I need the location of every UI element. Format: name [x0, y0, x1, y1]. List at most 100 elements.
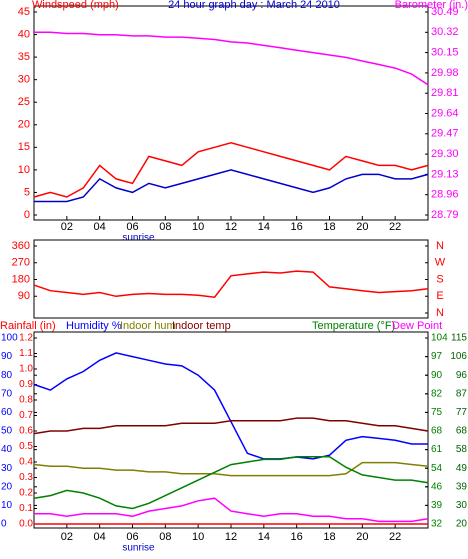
y-tick-label: 97: [431, 351, 443, 362]
y-tick-label: 0: [1, 519, 7, 530]
y-tick-label: 90: [18, 290, 30, 302]
y-tick-label: 20: [456, 519, 468, 530]
y-tick-label: 0: [24, 209, 30, 221]
y-tick-label: 70: [1, 388, 13, 399]
series-line: [34, 31, 429, 86]
y-tick-label: N: [436, 307, 444, 319]
y-tick-label: 10: [1, 500, 13, 511]
y-tick-label: 29.64: [431, 107, 459, 119]
x-tick-label: 06: [126, 531, 138, 543]
y-tick-label: 68: [456, 426, 468, 437]
series-line: [34, 169, 429, 203]
y-tick-label: 20: [1, 481, 13, 492]
y-tick-label: 28.79: [431, 209, 459, 221]
y-tick-label: 30.15: [431, 47, 459, 59]
y-tick-label: 0.8: [19, 395, 33, 406]
plot-frame: [33, 239, 429, 319]
y-tick-label: 15: [18, 141, 30, 153]
y-tick-label: 80: [1, 370, 13, 381]
series-line: [33, 456, 429, 510]
y-tick-label: 49: [456, 463, 468, 474]
x-tick-label: 04: [94, 531, 106, 543]
y-tick-label: 90: [431, 370, 443, 381]
y-tick-label: 90: [1, 351, 13, 362]
y-tick-label: 40: [1, 444, 13, 455]
sunrise-label: sunrise: [122, 543, 155, 554]
y-tick-label: 270: [12, 257, 30, 269]
y-tick-label: 30.49: [431, 6, 459, 18]
x-tick-label: 14: [258, 531, 270, 543]
y-tick-label: 1.2: [19, 333, 33, 344]
y-tick-label: 0.1: [19, 503, 33, 514]
y-tick-label: 50: [1, 426, 13, 437]
x-tick-label: 06: [126, 221, 138, 233]
y-tick-label: 40: [18, 28, 30, 40]
y-tick-label: 30: [18, 74, 30, 86]
y-tick-label: 1.0: [19, 364, 33, 375]
x-tick-label: 08: [159, 531, 171, 543]
x-tick-label: 12: [225, 221, 237, 233]
x-tick-label: 02: [61, 531, 73, 543]
series-line: [34, 497, 429, 523]
y-tick-label: 32: [431, 519, 443, 530]
y-tick-label: E: [436, 290, 443, 302]
x-tick-label: 02: [61, 221, 73, 233]
y-tick-label: 45: [18, 6, 30, 18]
legend-label: Humidity %: [66, 320, 122, 332]
y-tick-label: 96: [456, 370, 468, 381]
y-tick-label: 61: [431, 444, 443, 455]
y-tick-label: 0.6: [19, 426, 33, 437]
y-tick-label: 75: [431, 407, 443, 418]
y-tick-label: 0.7: [19, 410, 33, 421]
y-tick-label: 29.47: [431, 128, 459, 140]
y-tick-label: 0.4: [19, 457, 33, 468]
y-tick-label: 106: [450, 351, 467, 362]
y-tick-label: 20: [18, 119, 30, 131]
y-tick-label: 54: [431, 463, 443, 474]
y-tick-label: 58: [456, 444, 468, 455]
series-line: [33, 270, 429, 298]
y-tick-label: 29.81: [431, 87, 459, 99]
x-tick-label: 08: [159, 221, 171, 233]
x-tick-label: 16: [291, 531, 303, 543]
y-tick-label: 115: [451, 333, 467, 344]
y2-axis-title: Barometer (in.): [395, 0, 468, 11]
x-tick-label: 22: [389, 221, 401, 233]
y-tick-label: 25: [18, 96, 30, 108]
y-tick-label: N: [436, 240, 444, 252]
y-tick-label: 28.96: [431, 189, 459, 201]
legend-label: Indoor temp: [172, 320, 231, 332]
plot-frame: [33, 331, 429, 529]
y-tick-label: 5: [24, 186, 30, 198]
y-tick-label: S: [436, 273, 443, 285]
y-tick-label: 180: [12, 273, 30, 285]
x-tick-label: 16: [291, 221, 303, 233]
x-tick-label: 10: [192, 221, 204, 233]
y-axis-title: Windspeed (mph): [32, 0, 119, 11]
legend-label: Indoor hum: [120, 320, 176, 332]
x-tick-label: 20: [356, 221, 368, 233]
y-tick-label: 82: [431, 388, 443, 399]
series-line: [33, 461, 429, 477]
y-tick-label: 0.3: [19, 472, 33, 483]
series-line: [33, 352, 428, 460]
y-tick-label: 60: [1, 407, 13, 418]
y-tick-label: 0.2: [19, 488, 33, 499]
sunrise-label: sunrise: [122, 233, 155, 244]
y-tick-label: 30: [456, 500, 468, 511]
series-line: [33, 142, 429, 198]
x-tick-label: 10: [192, 531, 204, 543]
y-tick-label: 29.98: [431, 67, 459, 79]
y-tick-label: 35: [18, 51, 30, 63]
x-tick-label: 04: [94, 221, 106, 233]
y-tick-label: 0.5: [19, 441, 33, 452]
y-tick-label: 77: [456, 407, 468, 418]
y-tick-label: 30.32: [431, 26, 459, 38]
plot-frame: [33, 5, 429, 221]
y-tick-label: 0.9: [19, 379, 33, 390]
legend-label: Temperature (°F): [312, 320, 395, 332]
series-line: [33, 417, 429, 435]
x-tick-label: 22: [389, 531, 401, 543]
y-tick-label: 68: [431, 426, 443, 437]
